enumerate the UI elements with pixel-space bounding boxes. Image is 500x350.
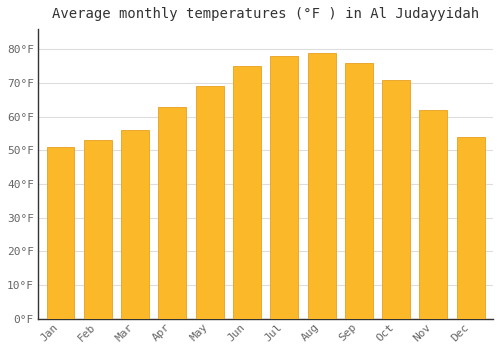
Bar bbox=[456, 137, 484, 319]
Title: Average monthly temperatures (°F ) in Al Judayyidah: Average monthly temperatures (°F ) in Al… bbox=[52, 7, 479, 21]
Bar bbox=[158, 106, 186, 319]
Bar bbox=[345, 63, 373, 319]
Bar bbox=[308, 52, 336, 319]
Bar bbox=[420, 110, 448, 319]
Bar bbox=[196, 86, 224, 319]
Bar bbox=[382, 79, 410, 319]
Bar bbox=[46, 147, 74, 319]
Bar bbox=[84, 140, 112, 319]
Bar bbox=[121, 130, 149, 319]
Bar bbox=[270, 56, 298, 319]
Bar bbox=[233, 66, 261, 319]
